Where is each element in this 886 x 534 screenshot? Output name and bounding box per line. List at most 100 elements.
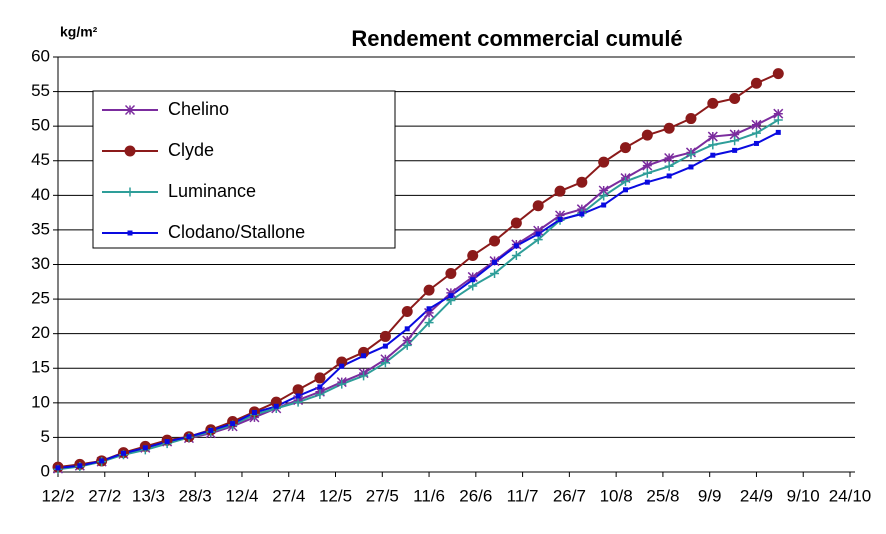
marker-shape [579,211,585,217]
marker [426,306,432,312]
marker-shape [468,281,478,291]
marker [644,179,650,185]
x-tick-label: 26/7 [553,486,586,505]
x-tick-label: 13/3 [132,486,165,505]
marker [470,277,476,283]
marker-shape [510,217,522,229]
marker-shape [127,230,133,236]
marker-shape [270,396,282,408]
marker-shape [533,235,543,245]
marker [424,307,435,318]
marker [688,164,694,170]
y-tick-label: 5 [41,427,50,446]
marker-shape [642,168,652,178]
marker [492,259,498,265]
marker-shape [124,104,136,116]
marker [710,152,716,158]
marker [120,450,126,456]
marker [554,185,566,197]
y-tick-label: 45 [31,150,50,169]
marker [402,340,412,350]
marker [270,396,282,408]
marker [361,353,367,359]
marker-shape [99,458,105,464]
marker [557,217,563,223]
marker-shape [532,200,544,212]
x-tick-label: 12/2 [41,486,74,505]
x-tick-label: 11/6 [413,486,445,505]
marker [490,268,500,278]
marker [775,129,781,135]
y-tick-label: 25 [31,289,50,308]
series-line [57,131,779,469]
series-lines [57,72,779,471]
marker-shape [599,191,609,201]
x-tick-label: 27/5 [366,486,399,505]
marker [124,145,136,157]
x-tick-label: 12/5 [319,486,352,505]
marker [620,177,630,186]
marker [230,421,236,427]
marker [124,104,136,116]
marker [663,122,675,134]
marker [641,129,653,141]
x-tick-label: 27/4 [272,486,305,505]
marker-shape [620,177,630,186]
marker [601,202,607,208]
marker-shape [361,353,367,359]
marker-shape [513,243,519,249]
marker [708,140,718,150]
marker [337,379,347,389]
marker [753,140,759,146]
marker-shape [664,152,675,164]
marker-shape [557,217,563,223]
marker [598,185,609,196]
marker-shape [125,187,135,197]
marker-shape [314,372,326,384]
marker [751,128,761,138]
series-line [57,119,779,471]
marker-shape [339,363,345,369]
marker [382,343,388,349]
marker [599,191,609,201]
marker [619,142,631,154]
marker-shape [685,113,697,125]
marker-shape [186,434,192,440]
marker-shape [753,140,759,146]
marker-shape [641,129,653,141]
marker [402,335,413,346]
marker [773,115,783,125]
marker-shape [773,108,784,119]
marker-shape [730,136,740,146]
y-tick-label: 30 [31,254,50,273]
marker [729,93,741,104]
marker-shape [317,384,323,390]
marker [622,187,628,193]
marker [358,346,370,358]
marker [468,281,478,291]
marker [251,410,257,416]
marker-shape [315,390,325,400]
marker-shape [642,160,653,171]
x-tick-label: 26/6 [459,486,492,505]
marker-shape [380,358,390,368]
marker [423,284,435,296]
x-tick-label: 12/4 [225,486,258,505]
marker [532,200,544,212]
marker-shape [230,421,236,427]
marker-shape [686,150,696,160]
marker [707,131,718,142]
marker-shape [467,250,479,262]
marker-shape [576,176,588,188]
marker [664,161,674,171]
marker-shape [120,450,126,456]
marker [642,168,652,178]
marker [336,356,348,368]
marker [314,372,326,384]
marker-shape [426,306,432,312]
marker [666,173,672,179]
marker [77,463,83,469]
marker [208,428,214,433]
marker [576,176,588,188]
